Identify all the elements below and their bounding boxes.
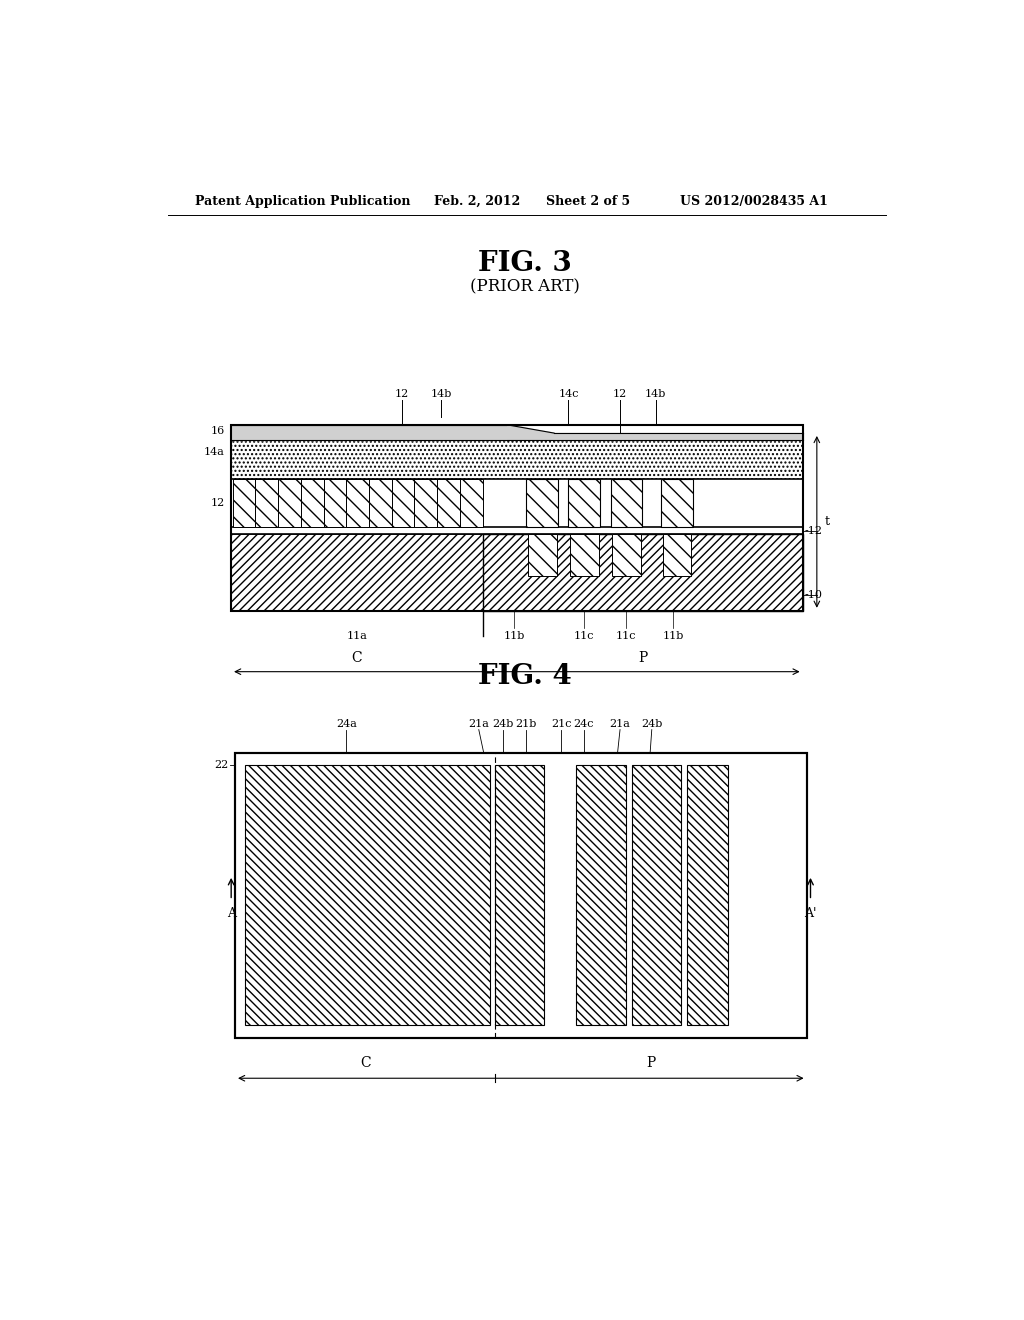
Text: A: A [226,907,236,920]
Bar [232,479,255,528]
Text: 21a: 21a [468,718,489,729]
Bar [568,479,600,528]
Text: 12: 12 [394,389,409,399]
Bar [231,425,803,611]
Text: FIG. 4: FIG. 4 [478,663,571,690]
Text: FIG. 3: FIG. 3 [478,249,571,277]
Bar [231,528,803,535]
Polygon shape [507,425,554,440]
Polygon shape [231,425,507,440]
Bar [301,479,324,528]
Bar [245,766,490,1026]
Bar [526,479,558,528]
Bar [231,440,803,479]
Bar [255,479,279,528]
Text: 24a: 24a [336,718,356,729]
Bar [231,535,803,611]
Text: 21b: 21b [516,718,537,729]
Bar [236,752,807,1038]
Text: 14a: 14a [204,446,225,457]
Text: A': A' [804,907,817,920]
Bar [495,766,544,1026]
Text: 21c: 21c [551,718,571,729]
Text: 14c: 14c [558,389,579,399]
Bar [236,752,807,1038]
Bar [632,766,681,1026]
Bar [577,766,626,1026]
Text: 16: 16 [211,426,225,436]
Text: P: P [638,652,647,665]
Bar [570,535,599,577]
Bar [392,479,415,528]
Text: 11b: 11b [504,631,525,642]
Bar [437,479,460,528]
Text: Feb. 2, 2012: Feb. 2, 2012 [433,194,520,207]
Polygon shape [554,433,803,440]
Text: C: C [351,652,362,665]
Bar [528,535,557,577]
Text: t: t [824,515,829,528]
Bar [460,479,482,528]
Text: Sheet 2 of 5: Sheet 2 of 5 [546,194,631,207]
Text: 22: 22 [215,760,228,770]
Bar [279,479,301,528]
Text: 12: 12 [211,498,225,508]
Text: P: P [646,1056,655,1071]
Text: (PRIOR ART): (PRIOR ART) [470,279,580,294]
Text: C: C [359,1056,371,1071]
Text: 14b: 14b [431,389,453,399]
Text: 12: 12 [613,389,627,399]
Bar [662,479,693,528]
Bar [346,479,369,528]
Text: 24b: 24b [641,718,663,729]
Text: 11c: 11c [616,631,637,642]
Text: -12: -12 [805,525,823,536]
Text: 14b: 14b [645,389,667,399]
Text: 24c: 24c [573,718,594,729]
Text: -10: -10 [805,590,823,601]
Text: 24b: 24b [492,718,513,729]
Bar [482,535,803,611]
Text: 11b: 11b [663,631,684,642]
Bar [369,479,392,528]
Bar [663,535,691,577]
Bar [687,766,728,1026]
Text: US 2012/0028435 A1: US 2012/0028435 A1 [680,194,827,207]
Text: 11c: 11c [574,631,595,642]
Text: 21a: 21a [609,718,631,729]
Text: Patent Application Publication: Patent Application Publication [196,194,411,207]
Text: 11a: 11a [346,631,368,642]
Bar [415,479,437,528]
Bar [610,479,642,528]
Bar [612,535,641,577]
Bar [324,479,346,528]
